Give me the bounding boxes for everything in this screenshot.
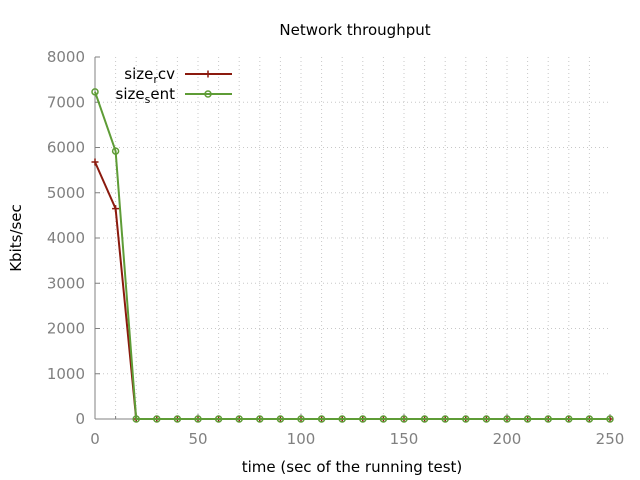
y-tick-label: 7000 [47,93,85,111]
x-axis-label: time (sec of the running test) [242,458,463,476]
x-tick-label: 0 [90,430,100,448]
data-point [523,415,532,423]
series-line [94,161,610,420]
data-point [214,415,223,423]
y-axis-label: Kbits/sec [7,204,25,272]
data-point [276,415,285,423]
data-point [565,415,573,423]
data-point [503,415,511,423]
y-tick-label: 4000 [47,229,85,247]
plot-area [91,88,614,423]
data-point [91,158,99,166]
y-tick-label: 3000 [47,274,85,292]
data-point [462,415,470,423]
y-tick-label: 8000 [47,48,85,66]
data-point [420,415,429,423]
data-point [441,415,449,423]
data-point [317,415,326,423]
data-point [153,415,161,423]
x-tick-label: 200 [493,430,522,448]
y-tick-label: 5000 [47,184,85,202]
data-point [482,415,491,423]
y-tick-label: 1000 [47,365,85,383]
data-point [111,147,120,155]
data-point [132,415,140,423]
x-tick-label: 150 [390,430,419,448]
data-point [91,88,99,96]
legend-label: sizesent [116,85,176,106]
legend-marker [204,90,212,98]
series-size-rcv [91,158,614,423]
data-point [297,415,305,423]
data-point [400,415,408,423]
data-point [235,415,243,423]
grid [95,57,610,419]
legend-label: sizercv [124,65,175,86]
legend-marker [204,70,212,78]
x-tick-label: 100 [287,430,316,448]
data-point [194,415,202,423]
y-tick-label: 0 [75,410,85,428]
y-tick-label: 6000 [47,139,85,157]
series-size-sent [91,88,614,423]
data-point [359,415,367,423]
y-tick-label: 2000 [47,320,85,338]
data-point [256,415,264,423]
chart-title: Network throughput [279,21,430,39]
data-point [173,415,182,423]
series-line [94,91,610,420]
x-tick-label: 250 [596,430,625,448]
data-point [585,415,594,423]
data-point [606,415,614,423]
data-point [544,415,552,423]
data-point [338,415,346,423]
data-point [112,205,120,213]
x-tick-label: 50 [188,430,207,448]
data-point [379,415,388,423]
